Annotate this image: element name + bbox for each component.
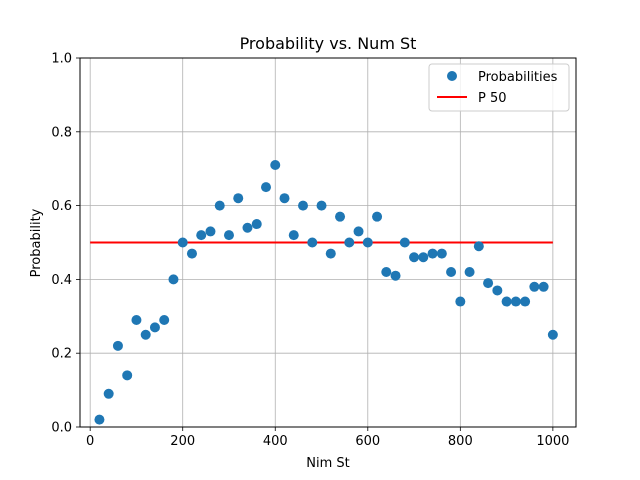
data-point — [288, 230, 299, 241]
data-point — [418, 252, 429, 263]
data-point — [279, 193, 290, 204]
x-axis-ticks: 0 200 400 600 800 1000 — [86, 427, 569, 449]
x-tick-label: 200 — [170, 434, 195, 449]
data-point — [353, 226, 364, 237]
x-tick-label: 400 — [263, 434, 288, 449]
data-point — [159, 314, 170, 325]
data-point — [298, 200, 309, 211]
data-point — [242, 222, 253, 233]
data-point — [520, 296, 531, 307]
plot-frame — [79, 57, 577, 428]
x-axis-label: Nim St — [306, 456, 349, 471]
data-point — [362, 237, 373, 248]
data-point — [316, 200, 327, 211]
data-point — [473, 241, 484, 252]
data-point — [335, 211, 346, 222]
y-tick-label: 0.2 — [51, 347, 72, 362]
data-point — [510, 296, 521, 307]
data-point — [501, 296, 512, 307]
data-point — [186, 248, 197, 259]
data-point — [196, 230, 207, 241]
data-point — [103, 388, 114, 399]
data-point — [344, 237, 355, 248]
x-tick-label: 1000 — [536, 434, 569, 449]
legend-label-p50: P 50 — [478, 91, 507, 106]
x-tick-label: 0 — [86, 434, 94, 449]
y-tick-label: 0.6 — [51, 199, 72, 214]
y-axis-label: Probability — [29, 208, 44, 277]
data-point — [427, 248, 438, 259]
legend-box — [428, 63, 570, 112]
data-point — [529, 281, 540, 292]
data-point — [436, 248, 447, 259]
data-point — [140, 329, 151, 340]
y-tick-label: 0.4 — [51, 273, 72, 288]
data-point — [455, 296, 466, 307]
data-point — [399, 237, 410, 248]
data-point — [325, 248, 336, 259]
data-point — [214, 200, 225, 211]
data-point — [390, 270, 401, 281]
data-point — [251, 219, 262, 230]
data-point — [446, 267, 457, 278]
data-point — [168, 274, 179, 285]
data-point — [112, 340, 123, 351]
data-point — [464, 267, 475, 278]
data-point — [94, 414, 105, 425]
data-point — [261, 182, 271, 193]
data-point — [483, 278, 494, 289]
data-point — [409, 252, 420, 263]
data-point — [270, 160, 281, 171]
data-point — [233, 193, 244, 204]
data-point — [205, 226, 216, 237]
data-point — [177, 237, 188, 248]
legend-label-probabilities: Probabilities — [478, 70, 558, 85]
scatter-points — [94, 160, 558, 425]
y-tick-label: 0.8 — [51, 125, 72, 140]
data-point — [307, 237, 318, 248]
data-point — [372, 211, 383, 222]
data-point — [223, 230, 234, 241]
x-tick-label: 600 — [355, 434, 380, 449]
y-tick-label: 0.0 — [51, 421, 72, 436]
data-point — [538, 281, 549, 292]
y-axis-ticks: 0.0 0.2 0.4 0.6 0.8 1.0 — [51, 52, 80, 436]
legend: Probabilities P 50 — [428, 63, 570, 112]
data-point — [492, 285, 503, 296]
data-point — [547, 329, 558, 340]
legend-marker-probabilities — [447, 71, 457, 81]
chart-title: Probability vs. Num St — [240, 34, 417, 53]
data-point — [122, 370, 133, 381]
data-point — [381, 267, 392, 278]
data-point — [131, 314, 142, 325]
data-point — [149, 322, 160, 333]
x-tick-label: 800 — [448, 434, 473, 449]
y-tick-label: 1.0 — [51, 52, 72, 67]
